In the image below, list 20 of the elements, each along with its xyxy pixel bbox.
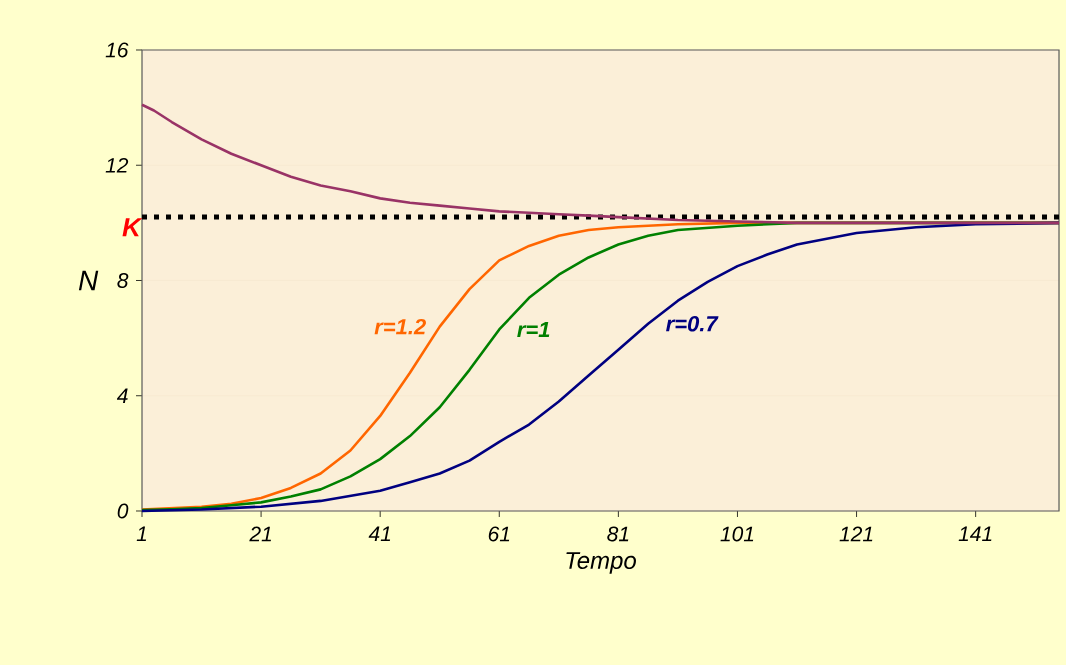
- y-tick-label: 12: [105, 157, 129, 173]
- y-tick-label: 8: [117, 273, 129, 288]
- ref-line-label: K: [122, 218, 143, 237]
- x-tick-label: 61: [488, 526, 510, 542]
- x-tick-label: 21: [249, 526, 271, 542]
- x-tick-label: 81: [607, 526, 629, 542]
- x-tick-label: 41: [368, 526, 391, 541]
- y-tick-label: 0: [117, 503, 129, 519]
- series-label: r=0.7: [666, 315, 719, 332]
- series-label: r=1.2: [374, 318, 426, 335]
- y-tick-label: 16: [105, 42, 129, 58]
- series-label: r=1: [517, 321, 550, 338]
- x-axis-title: Tempo: [566, 552, 636, 574]
- y-axis-title: N: [78, 270, 99, 291]
- x-tick-label: 121: [839, 526, 873, 542]
- line-series: [140, 103, 1061, 225]
- x-tick-label: 101: [720, 526, 754, 542]
- y-tick-label: 4: [116, 388, 128, 403]
- x-tick-label: 141: [958, 526, 992, 541]
- x-tick-label: 1: [136, 526, 147, 541]
